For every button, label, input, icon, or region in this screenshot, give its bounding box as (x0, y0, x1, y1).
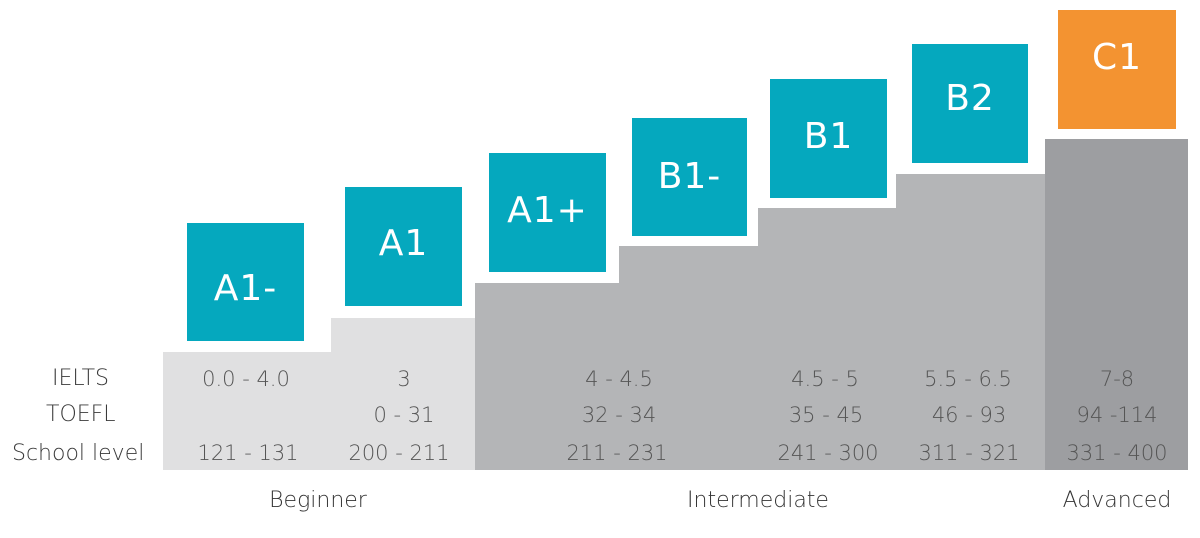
level-box-b2: B2 (912, 44, 1028, 163)
level-box-a1: A1 (345, 187, 462, 306)
row-label-toefl: TOEFL (46, 402, 116, 427)
row-label-school-level: School level (12, 441, 145, 466)
level-label: C1 (1091, 37, 1143, 78)
school-value-a1-minus: 121 - 131 (197, 441, 299, 465)
group-label-intermediate: Intermediate (687, 488, 829, 513)
level-label: B2 (945, 78, 995, 119)
toefl-value-c1: 94 -114 (1076, 403, 1158, 427)
step-c1 (1045, 139, 1188, 470)
school-value-b2: 311 - 321 (918, 441, 1020, 465)
ielts-value-b2: 5.5 - 6.5 (924, 367, 1012, 391)
level-label: B1 (803, 116, 854, 157)
row-label-ielts: IELTS (52, 366, 110, 391)
level-label: A1+ (507, 190, 588, 231)
group-label-advanced: Advanced (1062, 488, 1172, 513)
level-box-b1-minus: B1- (632, 118, 747, 236)
toefl-value-a1: 0 - 31 (373, 403, 435, 427)
ielts-value-a1-plus: 4 - 4.5 (585, 367, 653, 391)
ielts-value-c1: 7-8 (1099, 367, 1135, 391)
level-label: A1- (213, 267, 278, 309)
school-value-b1: 241 - 300 (777, 441, 879, 465)
step-b1-minus (619, 246, 760, 470)
level-label: A1 (378, 223, 429, 264)
school-value-c1: 331 - 400 (1066, 441, 1168, 465)
ielts-value-b1: 4.5 - 5 (791, 367, 859, 391)
level-box-a1-plus: A1+ (489, 153, 606, 272)
toefl-value-b2: 46 - 93 (931, 403, 1007, 427)
level-box-c1: C1 (1058, 10, 1176, 129)
step-b2 (896, 174, 1045, 470)
step-a1-plus (475, 283, 620, 470)
step-a1-minus (163, 352, 333, 470)
school-value-a1: 200 - 211 (348, 441, 450, 465)
level-box-a1-minus: A1- (187, 223, 304, 341)
toefl-value-b1: 35 - 45 (788, 403, 864, 427)
step-b1 (758, 208, 897, 470)
level-box-b1: B1 (770, 79, 887, 198)
toefl-value-a1-plus: 32 - 34 (581, 403, 657, 427)
step-a1 (331, 318, 476, 470)
school-value-a1-plus: 211 - 231 (566, 441, 668, 465)
ielts-value-a1-minus: 0.0 - 4.0 (202, 367, 290, 391)
group-label-beginner: Beginner (269, 488, 367, 513)
ielts-value-a1: 3 (397, 367, 411, 391)
level-label: B1- (657, 155, 722, 197)
